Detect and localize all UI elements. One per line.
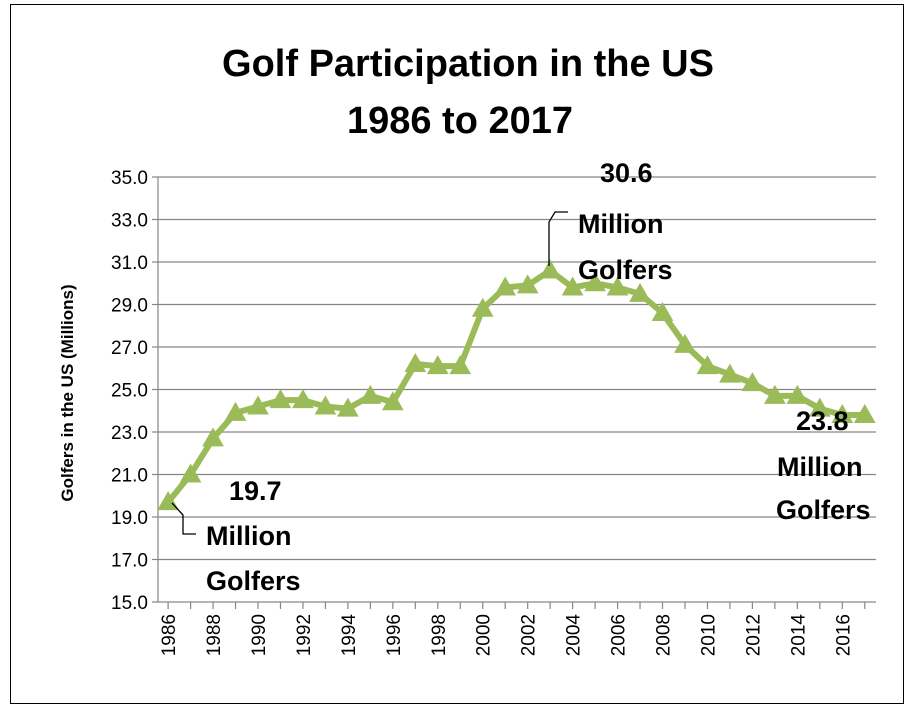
data-point-marker [337,397,359,417]
data-point-marker [516,274,539,294]
x-tick-label: 2000 [474,614,495,656]
annotation-label: Golfers [206,566,301,596]
annotation-label: 30.6 [600,158,653,188]
data-point-marker [584,272,606,292]
annotation-label: 19.7 [229,476,282,506]
data-point-marker [359,384,382,404]
data-point-marker [853,403,876,423]
data-point-marker [786,384,809,404]
data-point-marker [471,297,494,317]
x-tick-label: 2002 [519,614,540,656]
data-point-marker [651,301,674,321]
data-point-marker [269,389,292,409]
x-tick-label: 2014 [788,614,809,657]
chart-title-line-2: 1986 to 2017 [347,100,573,142]
data-point-marker [314,395,337,415]
data-point-marker [202,427,224,447]
x-tick-label: 2004 [564,614,585,657]
data-point-marker [741,372,764,392]
annotation-leader-line [548,211,568,266]
chart-title-line-1: Golf Participation in the US [222,43,714,85]
y-tick-label: 31.0 [111,253,148,274]
y-tick-label: 35.0 [111,168,148,189]
data-point-marker [561,276,584,296]
data-point-marker [404,352,427,372]
data-point-marker [606,276,629,296]
annotation-label: Golfers [776,495,871,525]
annotation-label: Million [206,521,291,551]
data-point-marker [494,276,517,296]
data-point-marker [719,363,741,383]
x-tick-label: 2006 [609,614,630,656]
annotation-leader-line [171,502,196,535]
data-point-marker [292,389,314,409]
y-tick-label: 23.0 [111,423,148,444]
y-tick-label: 19.0 [111,508,148,529]
data-point-marker [247,395,269,415]
data-point-marker [426,355,449,375]
x-tick-label: 1994 [339,614,360,657]
x-tick-label: 2008 [654,614,675,656]
x-tick-label: 1990 [249,614,270,656]
y-tick-label: 15.0 [111,593,148,614]
annotation-label: Golfers [578,255,673,285]
y-tick-label: 25.0 [111,381,148,402]
data-point-marker [674,333,696,353]
data-point-marker [696,355,719,375]
y-axis-label: Golfers in the US (Millions) [58,284,77,501]
data-point-marker [381,391,404,411]
x-tick-label: 1986 [159,614,180,656]
data-point-marker [629,282,651,302]
x-tick-label: 1992 [294,614,315,656]
data-point-marker [764,384,786,404]
y-tick-label: 17.0 [111,551,148,572]
data-point-marker [449,355,472,375]
annotation-label: Million [578,209,663,239]
data-point-marker [539,259,562,279]
golf-participation-line-chart: Golf Participation in the US 1986 to 201… [58,43,876,657]
data-point-marker [157,491,179,511]
data-point-marker [179,463,202,483]
x-tick-label: 2012 [743,614,764,656]
data-point-marker [224,401,247,421]
y-tick-label: 21.0 [111,466,148,487]
x-tick-label: 1996 [384,614,405,656]
annotation-label: 23.8 [796,406,849,436]
data-point-marker [831,403,854,423]
y-tick-label: 29.0 [111,296,148,317]
x-tick-label: 2010 [698,614,719,656]
annotation-label: Million [777,452,862,482]
y-tick-label: 33.0 [111,211,148,232]
chart-frame [10,4,904,704]
x-tick-label: 1998 [429,614,450,656]
y-tick-label: 27.0 [111,338,148,359]
x-tick-label: 1988 [204,614,225,656]
x-tick-label: 2016 [833,614,854,656]
data-point-marker [808,397,831,417]
